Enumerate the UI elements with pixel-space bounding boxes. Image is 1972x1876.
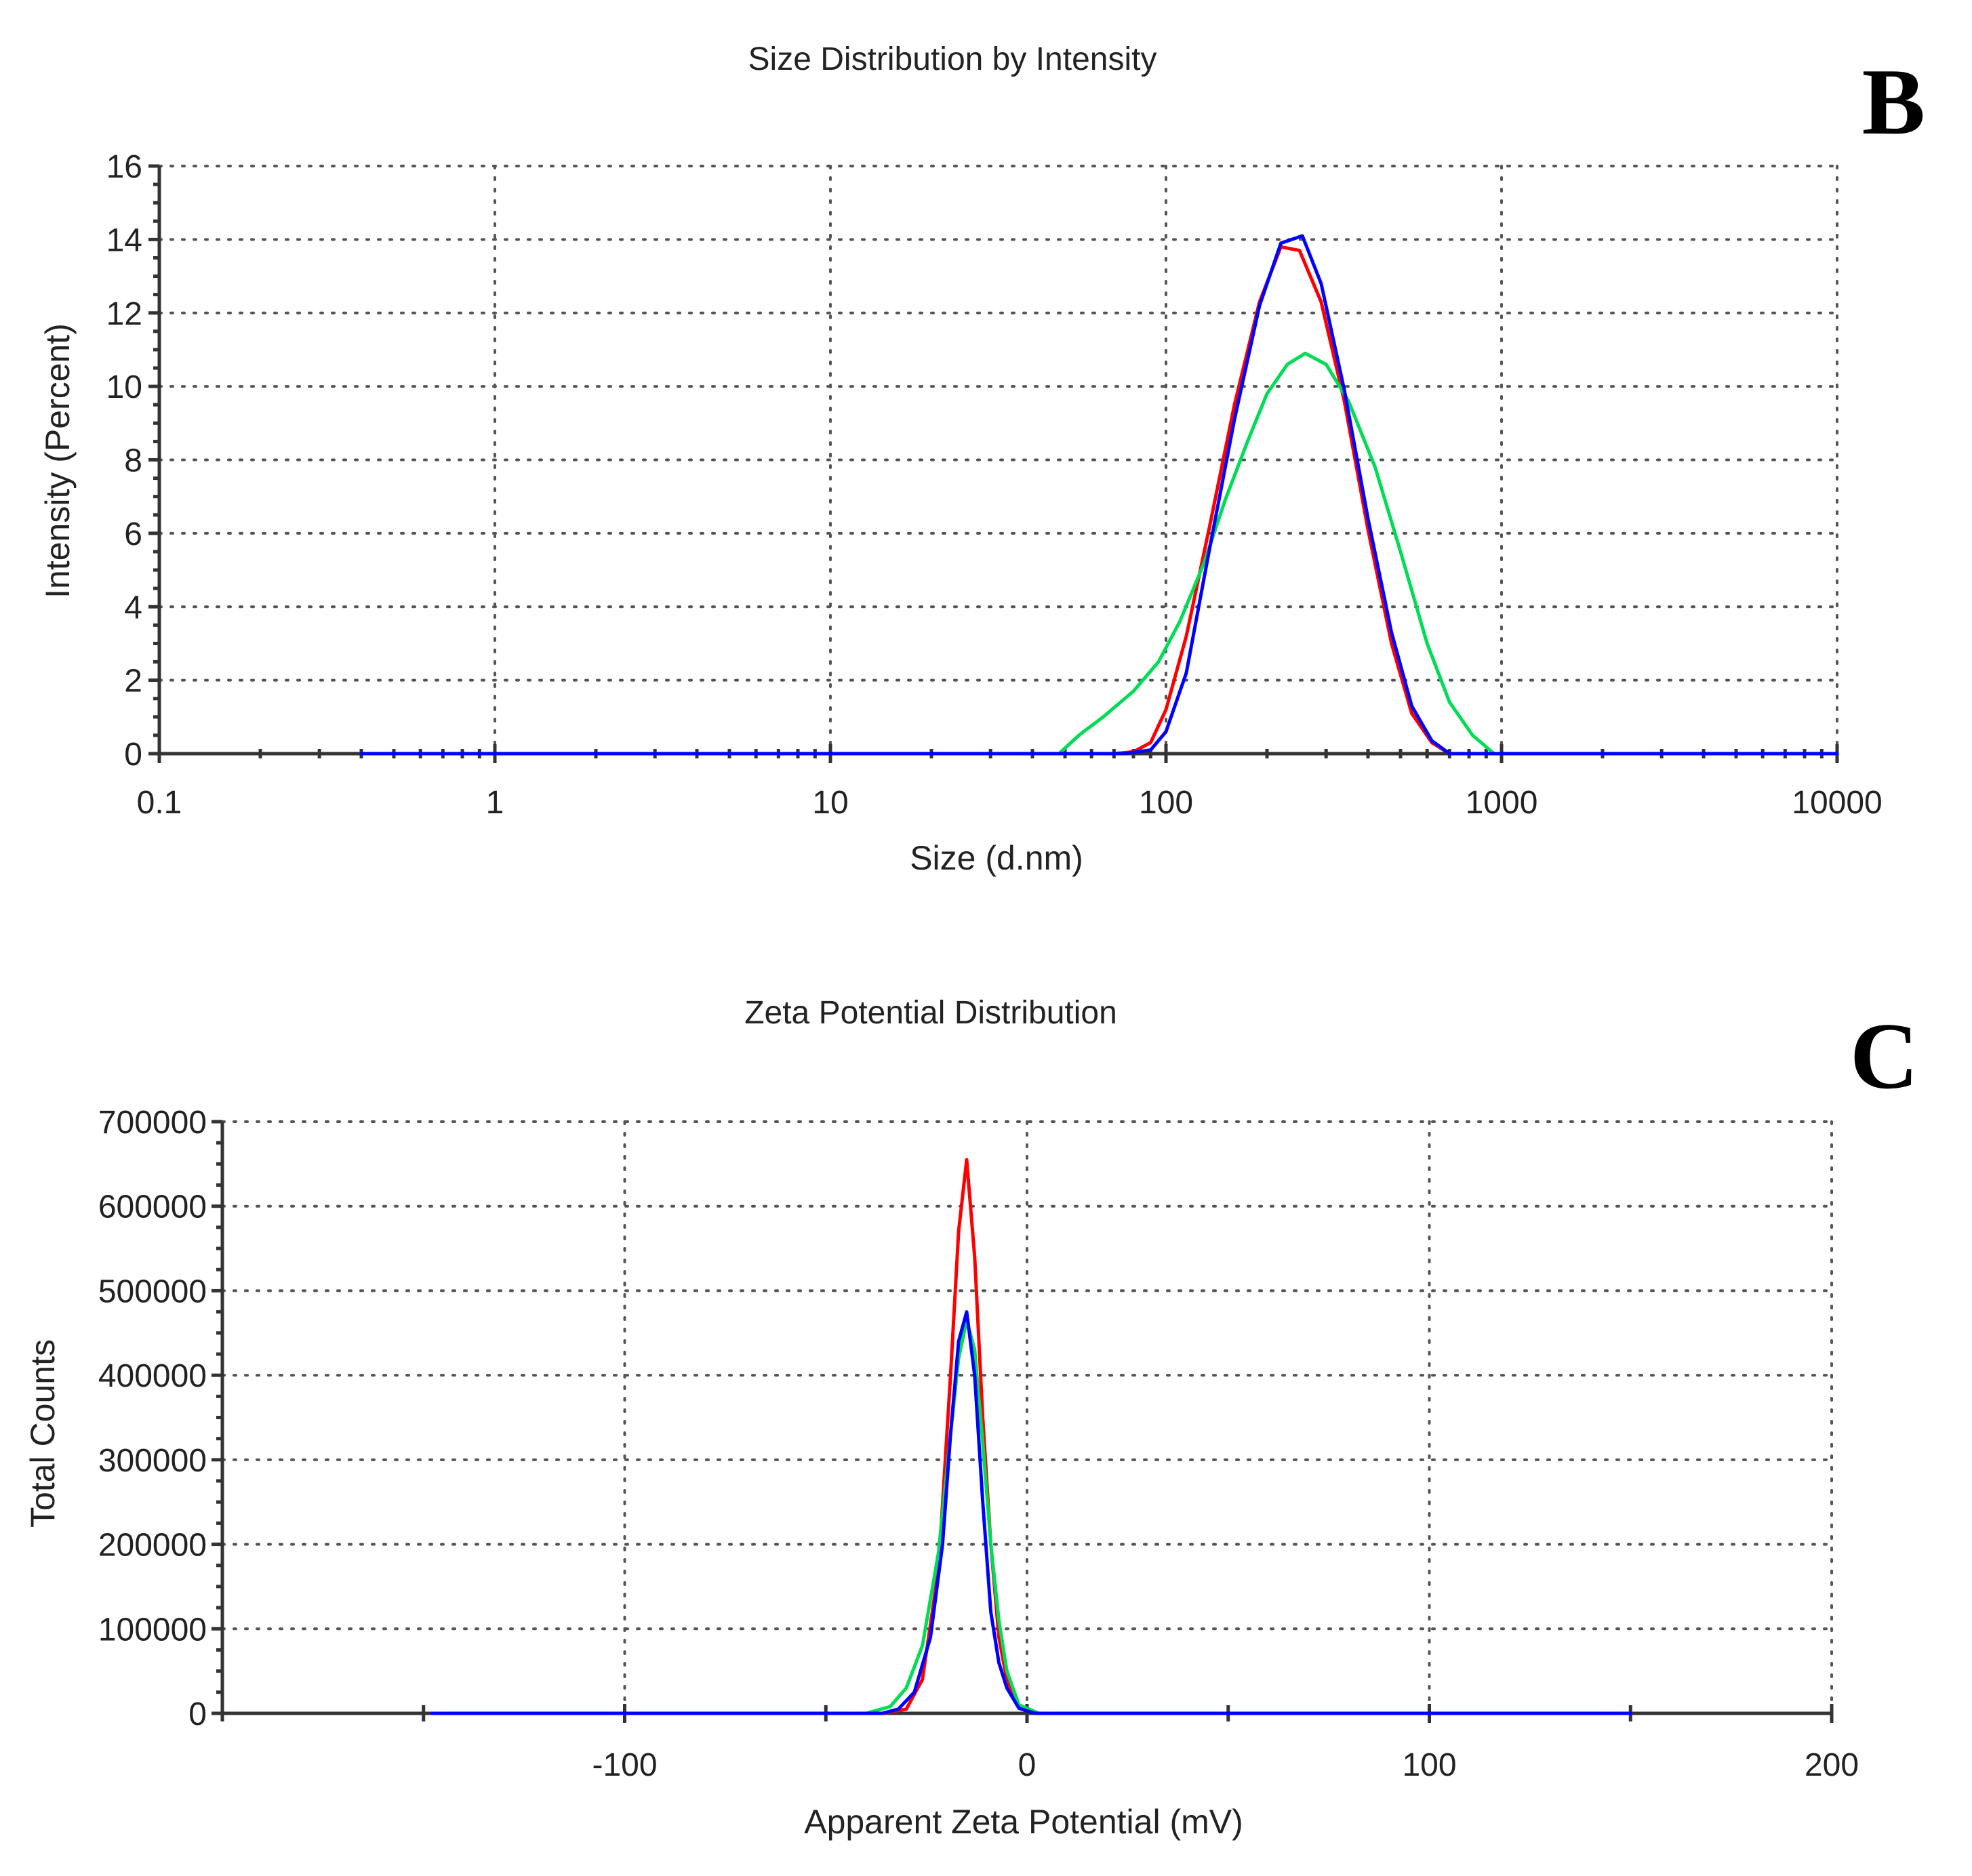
series bbox=[430, 1158, 1632, 1715]
series bbox=[359, 234, 1839, 756]
y-tick-label: 100000 bbox=[98, 1612, 207, 1648]
y-tick-label: 700000 bbox=[98, 1105, 207, 1141]
series-line-3 bbox=[359, 234, 1839, 756]
y-axis-label: Intensity (Percent) bbox=[39, 323, 77, 598]
x-axis-label: Apparent Zeta Potential (mV) bbox=[804, 1803, 1243, 1841]
x-tick-label: 100 bbox=[1139, 785, 1193, 821]
x-tick-label: 100 bbox=[1402, 1747, 1456, 1783]
panel-label: C bbox=[1850, 1004, 1918, 1109]
grid bbox=[221, 1120, 1833, 1715]
y-tick-label: 0 bbox=[124, 737, 142, 773]
x-tick-label: 10000 bbox=[1792, 785, 1882, 821]
y-tick-label: 16 bbox=[106, 149, 142, 185]
series-line-2 bbox=[359, 351, 1839, 756]
y-axis-label: Total Counts bbox=[24, 1339, 62, 1528]
y-tick-label: 2 bbox=[124, 664, 142, 699]
series-line-2 bbox=[430, 1318, 1632, 1715]
y-tick-label: 12 bbox=[106, 296, 142, 332]
chart-title: Size Distribution by Intensity bbox=[748, 41, 1157, 77]
x-tick-label: 200 bbox=[1805, 1747, 1859, 1783]
y-tick-label: 4 bbox=[124, 590, 142, 626]
y-tick-label: 600000 bbox=[98, 1189, 207, 1225]
panel-label: B bbox=[1862, 49, 1925, 155]
zeta-potential-chart: Zeta Potential Distribution C 0 100000 200… bbox=[24, 995, 1918, 1841]
y-tick-label: 300000 bbox=[98, 1443, 207, 1479]
x-tick-label: -100 bbox=[592, 1747, 657, 1783]
chart-title: Zeta Potential Distribution bbox=[744, 995, 1117, 1031]
ticks: 0 2 4 6 8 10 12 14 16 0.1 1 10 100 1000 10000 bbox=[106, 149, 1883, 821]
grid bbox=[158, 165, 1838, 755]
y-tick-label: 200000 bbox=[98, 1528, 207, 1564]
x-tick-label: 0 bbox=[1018, 1747, 1037, 1783]
size-distribution-chart: Size Distribution by Intensity B 0246810… bbox=[39, 41, 1925, 877]
series-line-3 bbox=[430, 1310, 1632, 1715]
ticks: 0 100000 200000 300000 400000 500000 600000 700… bbox=[98, 1105, 1859, 1783]
y-tick-label: 8 bbox=[124, 443, 142, 479]
x-axis-label: Size (d.nm) bbox=[910, 839, 1083, 877]
y-tick-label: 0 bbox=[188, 1696, 207, 1732]
series-line-1 bbox=[430, 1158, 1632, 1715]
x-tick-label: 10 bbox=[812, 785, 848, 821]
axes bbox=[214, 1122, 1832, 1721]
x-tick-label: 1000 bbox=[1466, 785, 1538, 821]
x-tick-label: 1 bbox=[486, 785, 504, 821]
y-tick-label: 400000 bbox=[98, 1358, 207, 1394]
x-tick-label: 0.1 bbox=[137, 785, 182, 821]
y-tick-label: 500000 bbox=[98, 1273, 207, 1309]
axes bbox=[151, 166, 1837, 762]
y-tick-label: 6 bbox=[124, 516, 142, 552]
y-tick-label: 14 bbox=[106, 222, 142, 258]
y-tick-label: 10 bbox=[106, 369, 142, 405]
series-line-1 bbox=[359, 245, 1839, 756]
